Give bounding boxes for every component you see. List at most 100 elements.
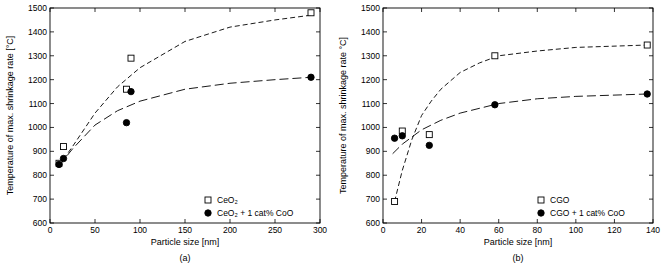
y-tick [50, 175, 54, 176]
x-tick-label: 60 [494, 225, 504, 235]
y-tick [649, 175, 653, 176]
data-point [644, 91, 650, 97]
y-tick [383, 103, 387, 104]
x-tick [95, 8, 96, 12]
plot-frame [383, 8, 653, 223]
panel-caption: (a) [180, 253, 191, 263]
y-axis-label: Temperature of max. shrinkage rate [°C] [5, 36, 15, 196]
legend-label: CGO + 1 cat% CoO [550, 208, 625, 218]
x-tick [383, 8, 384, 12]
x-tick [140, 8, 141, 12]
data-point [308, 10, 314, 16]
y-tick [50, 151, 54, 152]
x-tick [653, 8, 654, 12]
y-tick [649, 8, 653, 9]
y-tick-label: 900 [33, 146, 47, 156]
y-axis-label: Temperature of max. shrinkage rate °C] [338, 37, 348, 194]
x-tick [320, 8, 321, 12]
y-tick-label: 800 [366, 170, 380, 180]
trend-line [59, 77, 311, 165]
y-tick [383, 55, 387, 56]
y-tick-label: 1300 [28, 51, 47, 61]
trend-line [395, 45, 648, 201]
y-tick [50, 79, 54, 80]
data-point [128, 55, 134, 61]
data-layer [56, 10, 314, 168]
y-tick [316, 223, 320, 224]
y-tick-label: 800 [33, 170, 47, 180]
data-point [426, 142, 432, 148]
legend: CGO CGO + 1 cat% CoO [538, 195, 625, 218]
data-point [308, 74, 314, 80]
x-tick [50, 8, 51, 12]
x-tick [50, 219, 51, 223]
y-tick [316, 8, 320, 9]
y-tick [649, 103, 653, 104]
x-tick [575, 8, 576, 12]
panel: 6007008009001000110012001300140015000204… [338, 3, 660, 263]
x-tick [460, 219, 461, 223]
y-tick-label: 1400 [361, 27, 380, 37]
y-tick-label: 700 [33, 194, 47, 204]
y-tick-label: 1400 [28, 27, 47, 37]
y-tick [50, 223, 54, 224]
x-tick-label: 0 [381, 225, 386, 235]
x-tick [275, 8, 276, 12]
y-tick [649, 127, 653, 128]
y-tick-label: 900 [366, 146, 380, 156]
x-tick [95, 219, 96, 223]
x-tick-label: 150 [178, 225, 192, 235]
x-tick-label: 100 [569, 225, 583, 235]
x-tick [614, 219, 615, 223]
data-point [392, 199, 398, 205]
legend: CeO₂ CeO₂ + 1 cat% CoO [205, 195, 294, 218]
y-tick-label: 1100 [29, 99, 48, 109]
legend-marker [205, 210, 211, 216]
x-axis-label: Particle size [nm] [151, 237, 220, 247]
legend-label: CeO₂ + 1 cat% CoO [217, 208, 294, 218]
y-tick [50, 8, 54, 9]
y-tick [316, 151, 320, 152]
x-tick-label: 40 [455, 225, 465, 235]
legend-label: CeO₂ [217, 195, 238, 205]
y-tick [50, 199, 54, 200]
x-tick-label: 20 [417, 225, 427, 235]
trend-line [59, 15, 311, 166]
x-tick [140, 219, 141, 223]
plot-frame [50, 8, 320, 223]
panel-caption: (b) [513, 253, 524, 263]
data-point [399, 133, 405, 139]
y-tick [383, 127, 387, 128]
legend-label: CGO [550, 195, 570, 205]
data-point [391, 135, 397, 141]
y-tick [383, 31, 387, 32]
y-tick-label: 1300 [361, 51, 380, 61]
x-tick [421, 8, 422, 12]
y-tick [316, 55, 320, 56]
y-tick [649, 55, 653, 56]
x-tick-label: 80 [533, 225, 543, 235]
y-tick [383, 79, 387, 80]
x-tick [421, 219, 422, 223]
y-tick-label: 1500 [361, 3, 380, 13]
data-point [644, 42, 650, 48]
data-point [56, 161, 62, 167]
legend-marker [205, 197, 211, 203]
y-tick [316, 127, 320, 128]
x-tick [537, 8, 538, 12]
y-tick [383, 175, 387, 176]
y-tick [316, 175, 320, 176]
x-tick-label: 100 [133, 225, 147, 235]
y-tick-label: 1100 [362, 99, 381, 109]
panel: 6007008009001000110012001300140015000501… [5, 3, 327, 263]
y-tick [316, 103, 320, 104]
y-tick [649, 31, 653, 32]
y-tick-label: 600 [366, 218, 380, 228]
x-tick-label: 0 [48, 225, 53, 235]
x-tick-label: 50 [90, 225, 100, 235]
figure: 6007008009001000110012001300140015000501… [0, 0, 666, 266]
data-point [61, 144, 67, 150]
x-tick [498, 219, 499, 223]
data-point [492, 102, 498, 108]
x-tick [537, 219, 538, 223]
